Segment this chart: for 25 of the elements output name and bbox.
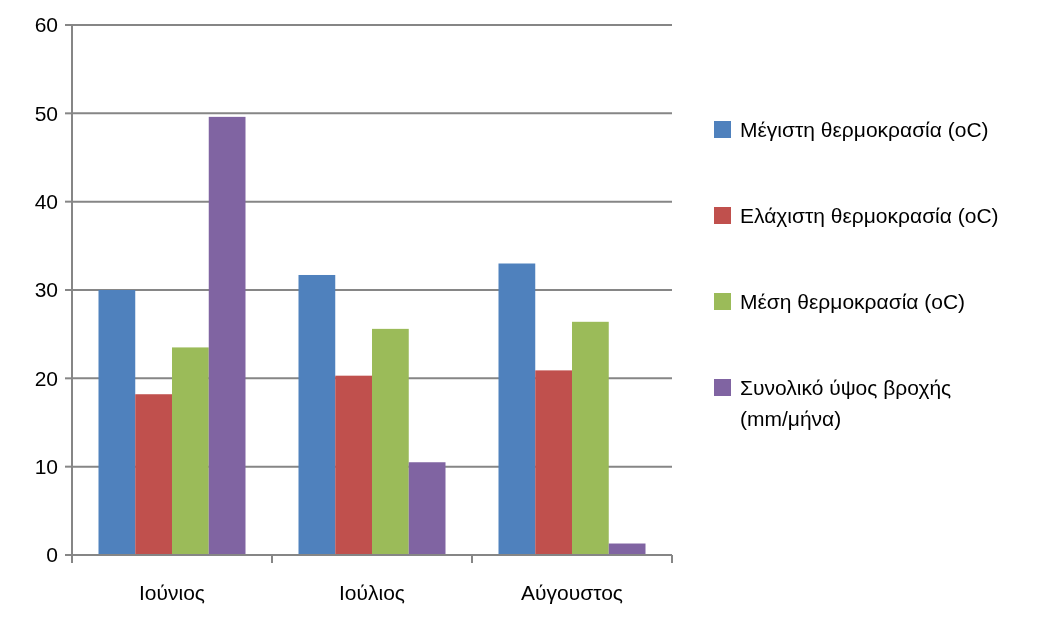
bar [498,263,536,555]
x-tick-label: Ιούνιος [139,581,205,604]
bar [535,370,572,555]
bar [98,290,136,555]
bar [208,116,246,555]
bar [135,394,172,555]
bar [335,375,372,555]
legend-label: Μέγιστη θερμοκρασία (oC) [740,118,989,142]
bar [372,328,409,555]
bar [172,347,209,555]
y-tick-label: 40 [34,190,58,214]
y-tick-label: 30 [34,278,58,302]
y-tick-label: 20 [34,366,58,390]
x-tick-label: Ιούλιος [339,581,405,604]
legend-label: Συνολικό ύψος βροχής (mm/μήνα) [740,376,952,431]
bar [298,274,336,555]
bar [572,321,609,555]
x-tick-label: Αύγουστος [521,581,623,604]
y-tick-label: 50 [34,101,58,125]
bar [408,462,446,555]
y-tick-label: 0 [46,543,58,567]
y-tick-label: 10 [34,455,58,479]
y-tick-label: 60 [34,13,58,37]
legend-label: Μέση θερμοκρασία (oC) [740,290,966,314]
legend-label: Ελάχιστη θερμοκρασία (oC) [740,204,999,228]
